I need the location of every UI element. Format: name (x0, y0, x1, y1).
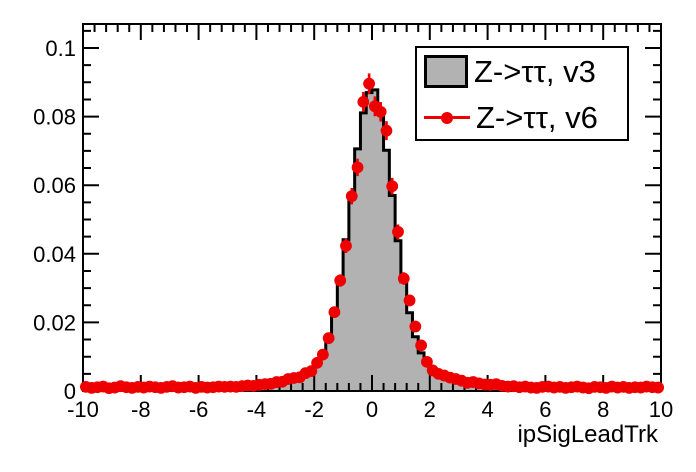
svg-text:-4: -4 (247, 397, 267, 422)
x-tick-labels: -10 -8 -6 -4 -2 0 2 4 6 8 10 (67, 397, 673, 422)
legend-box: Z->ττ, v3 Z->ττ, v6 (415, 46, 629, 141)
v3-histogram-swatch-icon (424, 55, 468, 88)
svg-text:0.02: 0.02 (33, 310, 76, 335)
red-dot-icon (441, 111, 453, 124)
svg-text:0.08: 0.08 (33, 105, 76, 130)
svg-text:10: 10 (649, 397, 673, 422)
y-tick-labels: 0 0.02 0.04 0.06 0.08 0.1 (33, 36, 76, 404)
svg-text:0: 0 (366, 397, 378, 422)
svg-text:-6: -6 (189, 397, 209, 422)
svg-text:-8: -8 (131, 397, 151, 422)
legend-entry-v3: Z->ττ, v3 (424, 54, 596, 89)
legend-label-v3: Z->ττ, v3 (474, 54, 596, 89)
svg-text:2: 2 (424, 397, 436, 422)
v6-marker-swatch-icon (424, 101, 470, 134)
x-axis-title: ipSigLeadTrk (517, 421, 658, 448)
legend-entry-v6: Z->ττ, v6 (424, 100, 598, 135)
svg-text:-2: -2 (304, 397, 324, 422)
svg-text:0.04: 0.04 (33, 242, 76, 267)
svg-text:0.1: 0.1 (45, 36, 76, 61)
svg-text:4: 4 (481, 397, 493, 422)
svg-text:0: 0 (64, 379, 76, 404)
svg-text:-10: -10 (67, 397, 99, 422)
svg-text:6: 6 (539, 397, 551, 422)
legend-label-v6: Z->ττ, v6 (476, 100, 598, 135)
points-v6 (79, 73, 665, 395)
svg-text:8: 8 (597, 397, 609, 422)
svg-text:0.06: 0.06 (33, 173, 76, 198)
